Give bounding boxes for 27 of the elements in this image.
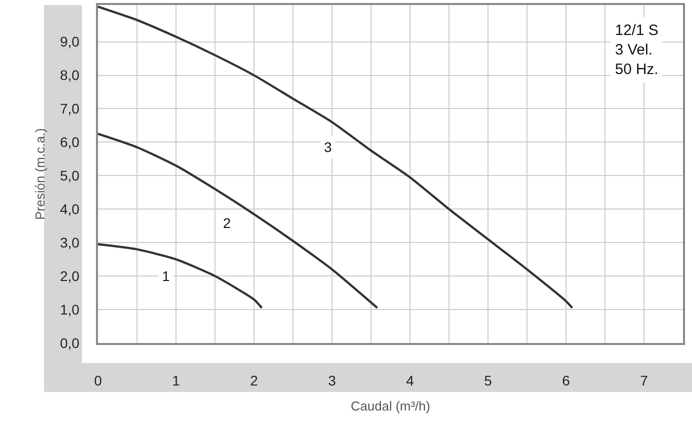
y-tick-label: 3,0 — [60, 234, 80, 250]
line-series — [98, 6, 574, 309]
y-tick-label: 0,0 — [60, 334, 80, 351]
line-series — [98, 243, 263, 309]
x-tick-label: 4 — [406, 372, 414, 389]
x-tick-label: 6 — [562, 372, 570, 389]
x-tick-label: 1 — [172, 372, 180, 389]
y-tick-label: 1,0 — [60, 301, 80, 318]
line-series — [98, 132, 378, 309]
y-tick-label: 6,0 — [60, 134, 80, 150]
y-tick-label: 9,0 — [60, 34, 80, 50]
x-tick-label: 2 — [250, 372, 258, 389]
y-axis-title: Presión (m.c.a.) — [32, 128, 48, 220]
y-tick-label: 8,0 — [60, 67, 80, 84]
annotation: 3 — [324, 139, 332, 155]
annotation: 2 — [223, 215, 231, 231]
x-tick-label: 3 — [328, 372, 336, 389]
x-tick-label: 0 — [94, 372, 102, 389]
annotation: 1 — [162, 268, 170, 284]
x-axis-title: Caudal (m³/h) — [350, 398, 430, 414]
y-tick-label: 5,0 — [60, 168, 80, 184]
x-tick-label: 7 — [640, 372, 648, 389]
y-tick-label: 7,0 — [60, 100, 80, 117]
annotation: 12/1 S 3 Vel. 50 Hz. — [615, 22, 658, 78]
y-tick-label: 2,0 — [60, 268, 80, 284]
x-tick-label: 5 — [484, 372, 492, 389]
y-tick-label: 4,0 — [60, 201, 80, 218]
